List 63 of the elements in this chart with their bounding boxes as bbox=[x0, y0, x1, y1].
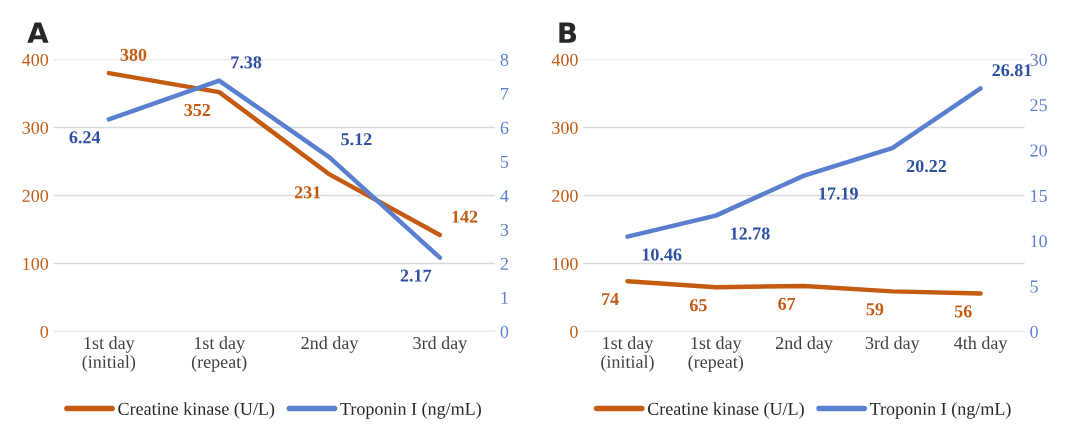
data-label: 17.19 bbox=[819, 187, 858, 200]
y-tick-label: 300 bbox=[552, 121, 578, 134]
x-tick-label: 1st day (repeat) bbox=[688, 336, 744, 372]
x-tick-label: 1st day (initial) bbox=[601, 336, 654, 372]
x-tick-label: 2nd day bbox=[775, 336, 833, 353]
x-tick-label: 3rd day bbox=[865, 336, 920, 353]
y2-tick-label: 8 bbox=[500, 53, 509, 66]
y2-tick-label: 10 bbox=[1031, 235, 1047, 248]
data-label: 12.78 bbox=[731, 227, 770, 240]
data-label: 380 bbox=[120, 48, 147, 61]
line-series bbox=[625, 86, 983, 239]
y2-tick-label: 0 bbox=[500, 325, 509, 338]
data-label: 65 bbox=[689, 299, 707, 312]
y-tick-label: 0 bbox=[570, 325, 578, 338]
legend-label: Troponin I (ng/mL) bbox=[340, 402, 481, 419]
data-label: 231 bbox=[294, 186, 321, 199]
x-tick-label: 2nd day bbox=[301, 336, 359, 353]
x-tick-label: 1st day (initial) bbox=[82, 336, 136, 372]
data-label: 67 bbox=[778, 297, 796, 310]
chart-title: A bbox=[27, 22, 49, 43]
line-series bbox=[106, 70, 443, 238]
y2-tick-label: 7 bbox=[501, 87, 509, 100]
y2-tick-label: 15 bbox=[1031, 189, 1047, 202]
data-label: 56 bbox=[954, 305, 972, 318]
data-label: 2.17 bbox=[400, 269, 432, 282]
data-label: 10.46 bbox=[642, 248, 682, 261]
y-tick-label: 400 bbox=[22, 53, 49, 66]
legend-label: Creatine kinase (U/L) bbox=[647, 402, 804, 419]
data-label: 6.24 bbox=[69, 131, 101, 144]
line-series bbox=[625, 278, 983, 296]
y-tick-label: 300 bbox=[22, 121, 49, 134]
data-label: 7.38 bbox=[231, 56, 262, 69]
y-tick-label: 0 bbox=[40, 325, 49, 338]
data-label: 59 bbox=[866, 303, 884, 316]
y-tick-label: 100 bbox=[23, 257, 49, 270]
x-tick-label: 4th day bbox=[954, 336, 1008, 353]
data-label: 26.81 bbox=[992, 64, 1032, 77]
y2-tick-label: 6 bbox=[500, 121, 509, 134]
line-series bbox=[106, 78, 443, 260]
y2-tick-label: 25 bbox=[1030, 99, 1047, 112]
data-label: 352 bbox=[184, 103, 211, 117]
y2-tick-label: 2 bbox=[500, 257, 508, 270]
y-tick-label: 100 bbox=[552, 257, 578, 270]
y-tick-label: 200 bbox=[22, 189, 49, 202]
legend-label: Creatine kinase (U/L) bbox=[118, 402, 275, 419]
data-label: 5.12 bbox=[341, 133, 372, 146]
data-label: 20.22 bbox=[906, 159, 947, 173]
y2-tick-label: 5 bbox=[1030, 280, 1038, 293]
y2-tick-label: 30 bbox=[1030, 53, 1047, 66]
data-label: 74 bbox=[602, 293, 619, 305]
y2-tick-label: 0 bbox=[1030, 325, 1038, 338]
y2-tick-label: 3 bbox=[500, 223, 509, 236]
chart-title: B bbox=[559, 22, 577, 43]
y-tick-label: 200 bbox=[552, 189, 578, 202]
x-tick-label: 1st day (repeat) bbox=[191, 336, 247, 372]
data-label: 142 bbox=[452, 210, 478, 223]
y-tick-label: 400 bbox=[551, 53, 578, 66]
x-tick-label: 3rd day bbox=[413, 336, 468, 353]
y2-tick-label: 1 bbox=[501, 291, 508, 304]
y2-tick-label: 5 bbox=[500, 155, 509, 168]
y2-tick-label: 4 bbox=[500, 189, 509, 202]
legend-label: Troponin I (ng/mL) bbox=[869, 402, 1011, 419]
y2-tick-label: 20 bbox=[1030, 144, 1047, 157]
